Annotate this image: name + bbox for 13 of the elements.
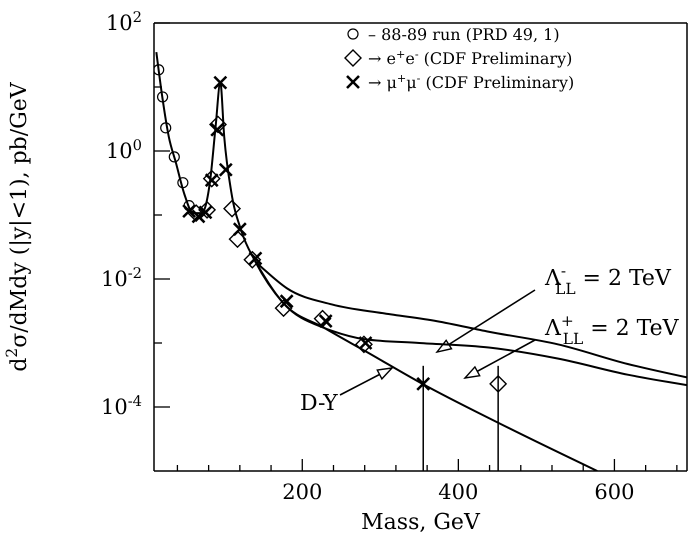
y-tick-label: 10$^{-2}$ — [100, 264, 142, 291]
x-tick-label: 400 — [438, 480, 478, 504]
legend-label: → e$^{+}$e$^{-}$ (CDF Preliminary) — [368, 48, 572, 68]
y-tick-label: 10$^{-4}$ — [100, 392, 142, 419]
text: D-Y — [300, 391, 338, 416]
legend-label: → μ$^{+}$μ$^{-}$ (CDF Preliminary) — [368, 72, 574, 92]
y-tick-label: 10$^{2}$ — [106, 8, 142, 35]
x-axis-title: Mass, GeV — [361, 510, 481, 535]
x-tick-label: 600 — [594, 480, 634, 504]
x-tick-label: 200 — [282, 480, 322, 504]
legend-label: – 88-89 run (PRD 49, 1) — [368, 25, 560, 44]
y-tick-label: 10$^{0}$ — [106, 136, 142, 163]
series-label: Λ$^{+}$$_{LL}$ = 2 TeV — [544, 312, 680, 348]
